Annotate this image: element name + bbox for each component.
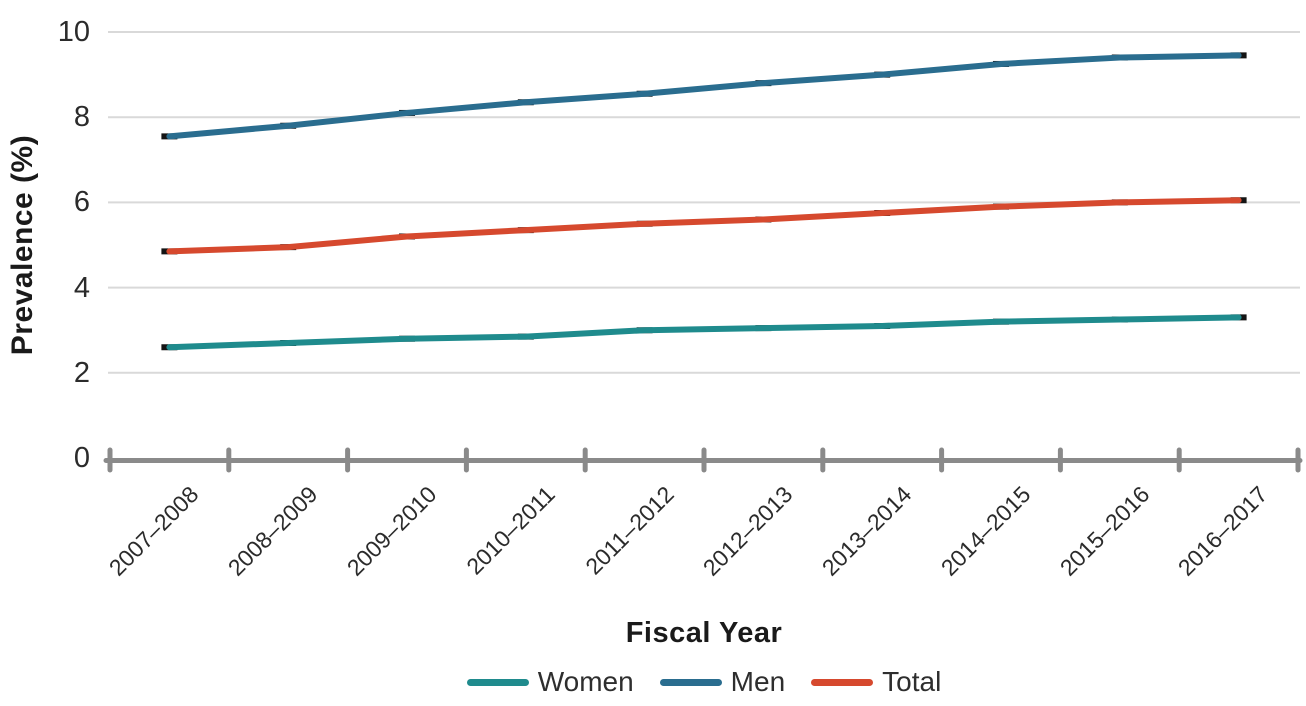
women-series-line <box>166 314 1242 351</box>
men-line-swatch-icon <box>659 678 722 686</box>
legend-label-total: Total <box>882 666 942 697</box>
y-tick-label-10: 10 <box>57 16 90 48</box>
men-series-line <box>166 52 1242 140</box>
legend-label-men: Men <box>730 666 786 697</box>
y-tick-label-4: 4 <box>73 271 90 304</box>
y-tick-label-6: 6 <box>73 186 90 219</box>
y-tick-label-2: 2 <box>73 356 90 389</box>
total-line-swatch-icon <box>811 678 874 686</box>
y-tick-label-8: 8 <box>73 101 90 134</box>
legend-item-total: Total <box>811 666 941 698</box>
y-axis-title: Prevalence (%) <box>6 134 40 356</box>
legend-label-women: Women <box>537 666 634 697</box>
total-series-line <box>166 197 1242 255</box>
legend: Women Men Total <box>110 666 1298 698</box>
women-line-swatch-icon <box>466 678 529 686</box>
legend-item-women: Women <box>466 666 634 698</box>
x-axis-title: Fiscal Year <box>625 617 783 649</box>
legend-item-men: Men <box>659 666 786 698</box>
y-axis-title-wrap: Prevalence (%) <box>0 28 46 462</box>
y-tick-label-0: 0 <box>73 442 90 474</box>
